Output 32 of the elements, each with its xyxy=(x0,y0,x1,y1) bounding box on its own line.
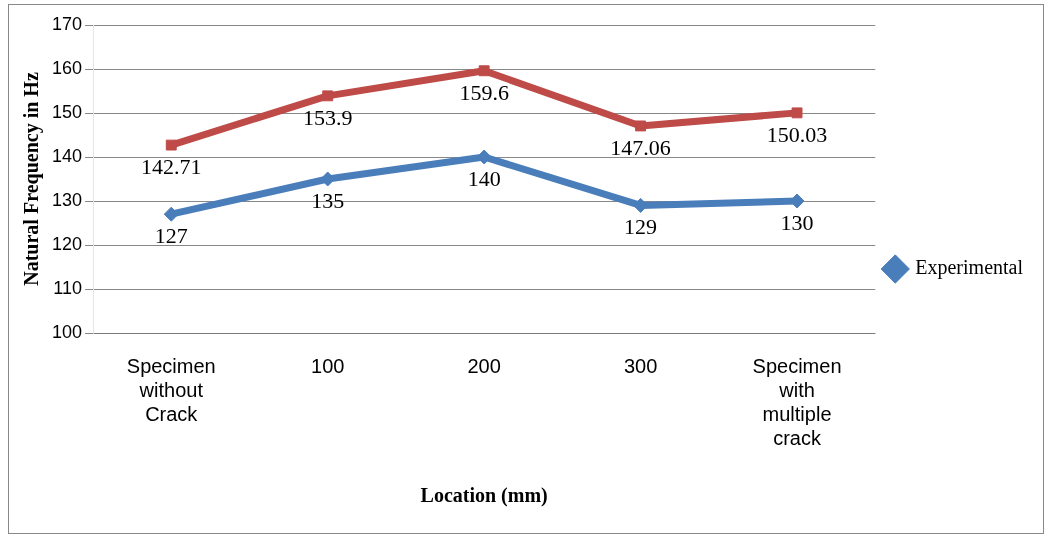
x-tick-label: Specimen with multiple crack xyxy=(752,354,842,449)
data-label: 153.9 xyxy=(302,104,353,130)
x-axis-title: Location (mm) xyxy=(420,484,548,508)
x-tick-label: 300 xyxy=(623,354,658,377)
data-label: 130 xyxy=(780,209,814,235)
point xyxy=(322,90,334,102)
y-tick-label: 140 xyxy=(51,145,83,166)
point xyxy=(163,206,179,222)
y-tick-label: 100 xyxy=(51,321,83,342)
data-label: 142.71 xyxy=(141,153,202,179)
y-tick-label: 110 xyxy=(53,277,83,298)
y-tick-label: 170 xyxy=(51,13,83,34)
legend-label: Experimental xyxy=(915,256,1024,280)
data-label: 140 xyxy=(467,165,501,191)
y-tick-label: 160 xyxy=(51,57,83,78)
data-label: 150.03 xyxy=(766,121,828,147)
point xyxy=(791,107,803,119)
point xyxy=(635,120,647,132)
data-label: 159.6 xyxy=(459,79,509,105)
data-label: 135 xyxy=(311,187,345,213)
point xyxy=(478,65,490,77)
y-axis-title: Natural Frequency in Hz xyxy=(20,72,44,286)
data-label: 129 xyxy=(624,214,658,240)
x-tick-label: 200 xyxy=(467,354,501,377)
x-tick-label: Specimen without Crack xyxy=(126,354,216,425)
point xyxy=(165,139,177,151)
x-tick-label: 100 xyxy=(311,354,345,377)
y-tick-label: 120 xyxy=(51,233,83,254)
y-tick-label: 130 xyxy=(51,189,83,210)
data-label: 147.06 xyxy=(610,134,671,160)
data-label: 127 xyxy=(154,222,188,248)
y-tick-label: 150 xyxy=(51,101,83,122)
